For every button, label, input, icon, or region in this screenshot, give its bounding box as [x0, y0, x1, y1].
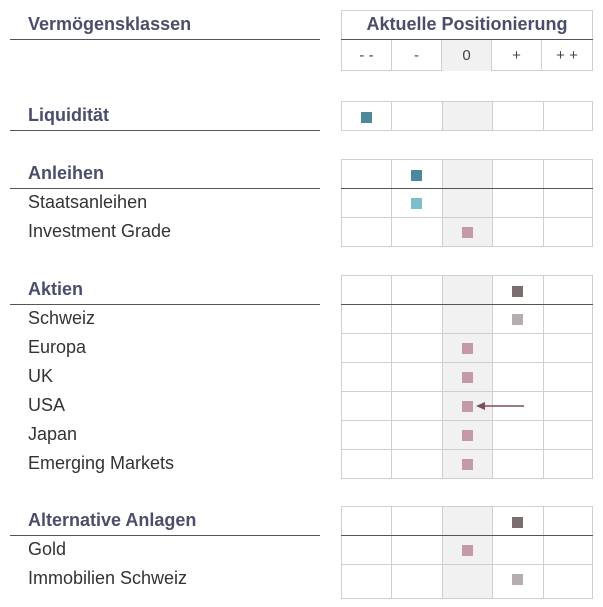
position-marker: [461, 459, 473, 470]
scale-positive: +: [492, 40, 542, 71]
position-marker: [512, 574, 524, 585]
row-label: Immobilien Schweiz: [28, 568, 188, 588]
grid-row-divider: [341, 391, 593, 392]
grid-row-divider: [341, 304, 593, 305]
grid-column-divider: [391, 275, 393, 478]
grid-column-divider: [492, 506, 494, 598]
grid-row-divider: [341, 188, 593, 189]
header-divider-left: [10, 39, 320, 40]
header-divider-right: [341, 39, 593, 40]
row-label: Gold: [28, 539, 67, 559]
grid-row-divider: [341, 535, 593, 536]
grid-block: [341, 159, 593, 247]
row-label: Schweiz: [28, 308, 96, 328]
grid-column-divider: [542, 159, 544, 246]
position-marker: [461, 545, 473, 556]
grid-column-divider: [441, 275, 443, 478]
grid-block: [341, 101, 593, 131]
neutral-column-bg: [442, 101, 494, 130]
group-label: Liquidität: [28, 105, 109, 125]
group-label: Anleihen: [28, 163, 105, 183]
positioning-heading: Aktuelle Positionierung: [366, 14, 568, 34]
position-marker: [461, 430, 473, 441]
row-label: Investment Grade: [28, 221, 172, 241]
scale-neutral: 0: [442, 40, 492, 71]
row-label: UK: [28, 366, 54, 386]
group-label: Alternative Anlagen: [28, 510, 197, 530]
grid-block: [341, 275, 593, 479]
grid-column-divider: [492, 101, 494, 130]
row-label: Emerging Markets: [28, 453, 175, 473]
group-label: Aktien: [28, 279, 84, 299]
asset-classes-heading: Vermögensklassen: [28, 14, 192, 34]
position-marker: [512, 517, 524, 528]
row-label: Japan: [28, 424, 78, 444]
group-underline: [10, 130, 320, 131]
group-underline: [10, 304, 320, 305]
group-underline: [10, 535, 320, 536]
scale-negative: -: [392, 40, 442, 71]
grid-column-divider: [492, 159, 494, 246]
row-label: Staatsanleihen: [28, 192, 148, 212]
grid-row-divider: [341, 564, 593, 565]
position-marker: [411, 170, 423, 181]
grid-row-divider: [341, 362, 593, 363]
grid-block: [341, 506, 593, 599]
grid-column-divider: [391, 101, 393, 130]
grid-column-divider: [441, 101, 443, 130]
scale-strong-negative: - -: [342, 40, 392, 71]
group-underline: [10, 188, 320, 189]
grid-row-divider: [341, 420, 593, 421]
change-arrow-icon: [476, 402, 524, 410]
row-label: Europa: [28, 337, 87, 357]
position-marker: [512, 314, 524, 325]
row-label: USA: [28, 395, 66, 415]
position-marker: [461, 401, 473, 412]
grid-column-divider: [441, 159, 443, 246]
grid-column-divider: [542, 506, 544, 598]
grid-column-divider: [492, 275, 494, 478]
neutral-column-header-bg: [442, 40, 492, 71]
grid-column-divider: [542, 101, 544, 130]
position-marker: [411, 198, 423, 209]
grid-column-divider: [441, 506, 443, 598]
grid-column-divider: [391, 506, 393, 598]
grid-row-divider: [341, 449, 593, 450]
position-marker: [461, 227, 473, 238]
scale-strong-positive: + +: [556, 47, 578, 64]
position-marker: [512, 286, 524, 297]
position-marker: [461, 343, 473, 354]
grid-column-divider: [391, 159, 393, 246]
grid-column-divider: [542, 275, 544, 478]
position-marker: [461, 372, 473, 383]
grid-row-divider: [341, 333, 593, 334]
position-marker: [361, 112, 372, 123]
grid-row-divider: [341, 217, 593, 218]
